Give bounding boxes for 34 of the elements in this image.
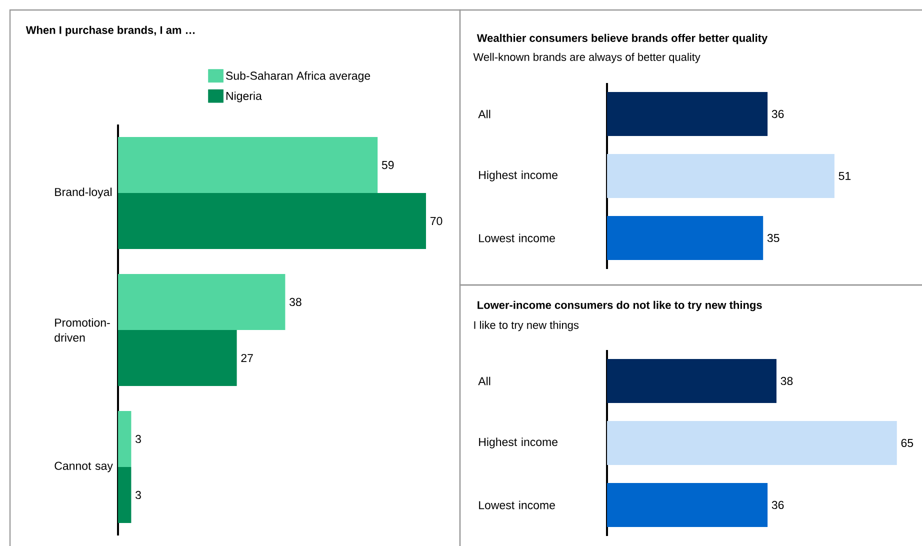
data-label: 70 <box>430 216 442 226</box>
bar <box>118 466 132 523</box>
y-tick-label: Cannot say <box>54 462 113 472</box>
chart-title: Wealthier consumers believe brands offer better quality <box>476 34 768 44</box>
data-label: 65 <box>901 438 914 448</box>
data-label: 3 <box>136 490 141 500</box>
y-tick-label: Highest income <box>479 438 558 448</box>
data-label: 3 <box>136 434 141 444</box>
data-label: 38 <box>290 298 302 306</box>
y-tick-label: Promotion-driven <box>54 318 110 342</box>
data-label: 59 <box>382 160 394 170</box>
y-tick-label: Highest income <box>479 170 558 182</box>
bar <box>118 410 132 467</box>
data-label: 35 <box>767 234 780 242</box>
y-tick-label: All <box>478 110 490 118</box>
chart-subtitle: Well-known brands are always of better quality <box>473 52 700 64</box>
chart-subtitle: I like to try new things <box>474 320 579 332</box>
bar <box>118 330 237 386</box>
chart-title: When I purchase brands, I am … <box>26 26 195 36</box>
bar <box>118 192 426 249</box>
legend-label: Sub-Saharan Africa average <box>226 71 370 82</box>
data-label: 51 <box>838 172 851 180</box>
y-tick-label: Lowest income <box>479 234 555 242</box>
legend-label: Nigeria <box>226 92 262 102</box>
data-label: 36 <box>772 500 784 510</box>
y-tick-label: Brand-loyal <box>55 188 112 198</box>
data-label: 36 <box>772 110 784 118</box>
bar <box>118 274 286 330</box>
chart-title: Lower-income consumers do not like to try new things <box>478 300 762 312</box>
data-label: 38 <box>780 376 793 386</box>
y-tick-label: All <box>478 376 490 386</box>
data-label: 27 <box>241 354 253 362</box>
y-tick-label: Lowest income <box>479 500 555 510</box>
bar <box>118 136 378 193</box>
